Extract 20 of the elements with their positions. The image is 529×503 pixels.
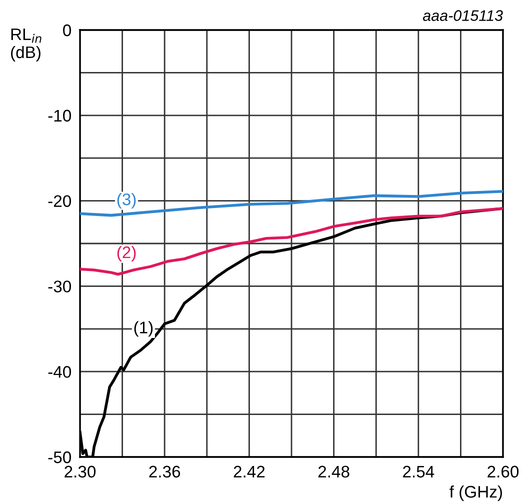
- x-tick-label: 2.30: [64, 466, 96, 478]
- text: aaa-015113: [422, 10, 503, 21]
- line-series: [80, 207, 503, 276]
- line-series: [80, 190, 503, 217]
- y-tick-label: -50: [48, 451, 72, 464]
- x-tick-label: 2.54: [403, 466, 434, 478]
- y-tick-label: 0: [63, 24, 72, 36]
- series-label: (3): [117, 193, 136, 209]
- y-tick-label: -30: [48, 280, 72, 292]
- x-tick-label: 2.60: [488, 466, 519, 478]
- series-label: (1): [134, 321, 153, 337]
- x-tick-label: 2.42: [234, 466, 265, 478]
- y-tick-label: -40: [48, 366, 72, 378]
- y-axis-title: RL$_{in}$ (dB): [11, 28, 42, 62]
- x-tick-label: 2.48: [318, 466, 350, 478]
- x-tick-label: 2.36: [149, 466, 180, 478]
- y-tick-label: -20: [48, 195, 72, 208]
- x-axis-title: f (GHz): [450, 485, 502, 501]
- y-tick-label: -10: [48, 110, 72, 122]
- series-label: (2): [117, 246, 136, 262]
